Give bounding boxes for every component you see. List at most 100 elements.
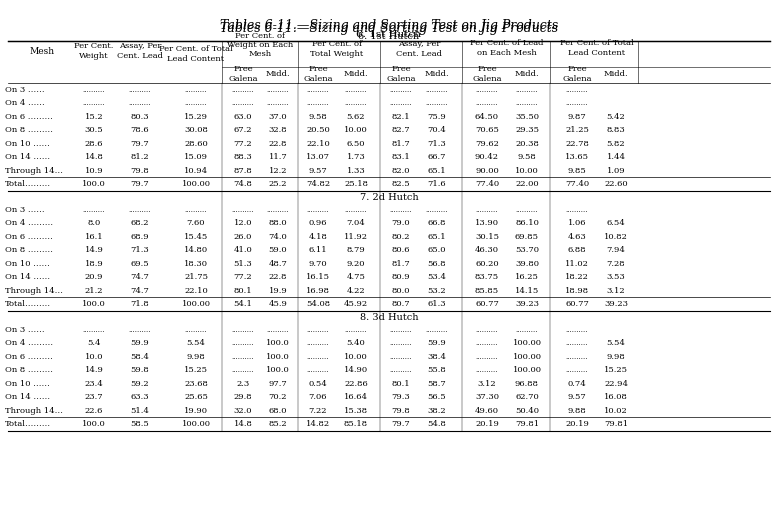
Text: 22.6: 22.6 <box>85 407 103 415</box>
Text: ..........: .......... <box>307 326 329 334</box>
Text: 68.0: 68.0 <box>268 407 287 415</box>
Text: Free
Galena: Free Galena <box>303 66 333 83</box>
Text: 22.94: 22.94 <box>604 380 628 388</box>
Text: 60.20: 60.20 <box>475 260 499 268</box>
Text: 71.6: 71.6 <box>428 180 447 188</box>
Text: 22.10: 22.10 <box>306 140 330 148</box>
Text: On 8 ………: On 8 ……… <box>5 126 53 134</box>
Text: 79.7: 79.7 <box>391 420 410 428</box>
Text: 56.8: 56.8 <box>428 260 447 268</box>
Text: 18.22: 18.22 <box>565 273 589 281</box>
Text: 60.77: 60.77 <box>475 300 499 308</box>
Text: 46.30: 46.30 <box>475 246 499 254</box>
Text: ..........: .......... <box>345 326 367 334</box>
Text: 51.4: 51.4 <box>131 407 149 415</box>
Text: 39.23: 39.23 <box>604 300 628 308</box>
Text: 59.2: 59.2 <box>131 380 149 388</box>
Text: Free
Galena: Free Galena <box>228 66 258 83</box>
Text: 7.06: 7.06 <box>309 393 328 401</box>
Text: ..........: .......... <box>82 206 105 214</box>
Text: On 14 ……: On 14 …… <box>5 153 50 161</box>
Text: 59.0: 59.0 <box>268 246 287 254</box>
Text: 22.78: 22.78 <box>565 140 589 148</box>
Text: 74.0: 74.0 <box>268 233 287 241</box>
Text: 9.87: 9.87 <box>568 113 587 121</box>
Text: Tables 6-11.—Sizing and Sorting Test on Jig Products: Tables 6-11.—Sizing and Sorting Test on … <box>220 22 558 35</box>
Text: 100.00: 100.00 <box>181 420 211 428</box>
Text: 12.0: 12.0 <box>233 219 252 227</box>
Text: 53.2: 53.2 <box>428 287 447 294</box>
Text: 18.98: 18.98 <box>565 287 589 294</box>
Text: ..........: .......... <box>566 86 588 94</box>
Text: 16.98: 16.98 <box>306 287 330 294</box>
Text: 58.4: 58.4 <box>131 353 149 361</box>
Text: 6.54: 6.54 <box>607 219 626 227</box>
Text: 10.00: 10.00 <box>515 167 539 174</box>
Text: 8.79: 8.79 <box>347 246 366 254</box>
Text: 6.50: 6.50 <box>347 140 365 148</box>
Text: 14.9: 14.9 <box>85 366 103 374</box>
Text: ..........: .......... <box>267 326 289 334</box>
Text: 10.00: 10.00 <box>344 126 368 134</box>
Text: 1.06: 1.06 <box>568 219 587 227</box>
Text: 70.2: 70.2 <box>268 393 287 401</box>
Text: Midd.: Midd. <box>266 70 290 78</box>
Text: 5.62: 5.62 <box>347 113 365 121</box>
Text: 100.00: 100.00 <box>513 339 541 347</box>
Text: ..........: .......... <box>476 366 498 374</box>
Text: 23.68: 23.68 <box>184 380 208 388</box>
Text: 4.63: 4.63 <box>568 233 587 241</box>
Text: 6.88: 6.88 <box>568 246 587 254</box>
Text: 48.7: 48.7 <box>268 260 287 268</box>
Text: 69.85: 69.85 <box>515 233 539 241</box>
Text: 15.25: 15.25 <box>184 366 208 374</box>
Text: 16.64: 16.64 <box>344 393 368 401</box>
Text: 100.00: 100.00 <box>181 300 211 308</box>
Text: 53.70: 53.70 <box>515 246 539 254</box>
Text: 70.4: 70.4 <box>428 126 447 134</box>
Text: 69.5: 69.5 <box>131 260 149 268</box>
Text: 0.96: 0.96 <box>309 219 328 227</box>
Text: 65.1: 65.1 <box>428 167 447 174</box>
Text: 79.62: 79.62 <box>475 140 499 148</box>
Text: 11.02: 11.02 <box>565 260 589 268</box>
Text: Midd.: Midd. <box>425 70 450 78</box>
Text: 32.8: 32.8 <box>268 126 287 134</box>
Text: 51.3: 51.3 <box>233 260 252 268</box>
Text: Free
Galena: Free Galena <box>472 66 502 83</box>
Text: 96.88: 96.88 <box>515 380 539 388</box>
Text: 13.90: 13.90 <box>475 219 499 227</box>
Text: 56.5: 56.5 <box>428 393 447 401</box>
Text: ..........: .......... <box>267 206 289 214</box>
Text: ..........: .......... <box>566 353 588 361</box>
Text: ..........: .......... <box>232 206 254 214</box>
Text: ..........: .......... <box>232 339 254 347</box>
Text: 77.40: 77.40 <box>475 180 499 188</box>
Text: 16.25: 16.25 <box>515 273 539 281</box>
Text: 63.3: 63.3 <box>131 393 149 401</box>
Text: 71.3: 71.3 <box>428 140 447 148</box>
Text: 1.73: 1.73 <box>347 153 366 161</box>
Text: Per Cent. of Lead
on Each Mesh: Per Cent. of Lead on Each Mesh <box>470 39 544 57</box>
Text: 28.60: 28.60 <box>184 140 208 148</box>
Text: 9.57: 9.57 <box>309 167 328 174</box>
Text: Per Cent. of Total
Lead Content: Per Cent. of Total Lead Content <box>159 46 233 62</box>
Text: 5.82: 5.82 <box>607 140 626 148</box>
Text: 38.4: 38.4 <box>428 353 447 361</box>
Text: 15.09: 15.09 <box>184 153 208 161</box>
Text: 7.28: 7.28 <box>607 260 626 268</box>
Text: 7.04: 7.04 <box>347 219 366 227</box>
Text: 60.77: 60.77 <box>565 300 589 308</box>
Text: 7.94: 7.94 <box>607 246 626 254</box>
Text: 21.75: 21.75 <box>184 273 208 281</box>
Text: 14.9: 14.9 <box>85 246 103 254</box>
Text: 79.7: 79.7 <box>131 140 149 148</box>
Text: 20.9: 20.9 <box>85 273 103 281</box>
Text: ..........: .......... <box>307 353 329 361</box>
Text: Free
Galena: Free Galena <box>386 66 415 83</box>
Text: 79.0: 79.0 <box>391 219 410 227</box>
Text: On 6 ………: On 6 ……… <box>5 353 53 361</box>
Text: ..........: .......... <box>267 86 289 94</box>
Text: ..........: .......... <box>476 86 498 94</box>
Text: 9.70: 9.70 <box>309 260 328 268</box>
